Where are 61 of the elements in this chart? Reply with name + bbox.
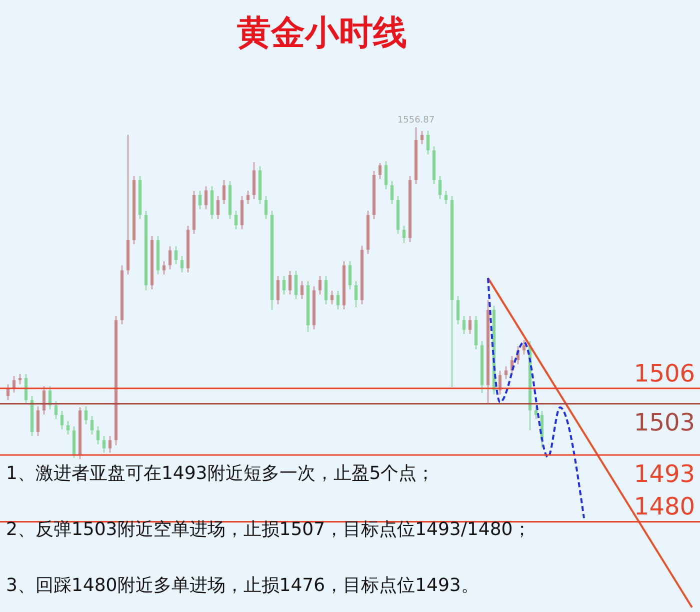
candlestick [324,275,328,305]
candlestick [384,160,388,190]
candlestick [336,290,340,310]
candlestick [234,210,238,230]
candlestick [522,340,526,355]
candlestick [96,426,100,445]
candlestick [318,275,322,295]
candlestick [390,180,394,205]
candlestick [402,225,406,244]
ref-line-label: 1480 [634,492,695,521]
candlestick [504,366,508,380]
candlestick [378,162,382,180]
annotation: 2、反弹1503附近空单进场，止损1507，目标点位1493/1480； [6,519,531,540]
candlestick [48,386,52,410]
candlestick [66,420,70,436]
candlestick [90,416,94,436]
candlestick [348,260,352,290]
candlestick [264,195,268,220]
candlestick [420,130,424,145]
candlestick [24,373,28,405]
candlestick [174,246,178,265]
candlestick [438,175,442,200]
candlestick [18,373,22,385]
candlestick [300,280,304,300]
ref-line-label: 1493 [634,460,695,488]
candlestick [426,130,430,155]
candlestick [102,436,106,453]
candlestick [498,370,502,395]
candlestick [6,384,10,401]
candlestick [168,246,172,270]
candlestick [198,190,202,210]
candlestick [276,275,280,305]
candlestick [108,436,112,453]
candlestick [468,316,472,334]
ref-line-label: 1503 [634,408,695,437]
candlestick [222,180,226,205]
candlestick [204,186,208,210]
candlestick [42,386,46,415]
annotation: 1556.87 [397,115,435,126]
candlestick [54,400,58,420]
candlestick [288,270,292,295]
candlestick [294,270,298,300]
candlestick [162,260,166,275]
candlestick [36,406,40,437]
candlestick [456,295,460,325]
annotation: 1、激进者亚盘可在1493附近短多一次，止盈5个点； [6,463,435,484]
candlestick [246,190,250,205]
candlestick [12,376,16,393]
candlestick [444,190,448,205]
candlestick [84,406,88,425]
candlestick [330,290,334,305]
chart-title: 黄金小时线 [237,13,407,53]
candlestick [282,275,286,295]
candlestick [462,316,466,334]
candlestick [534,406,538,420]
annotation: 3、回踩1480附近多单进场，止损1476，目标点位1493。 [6,575,479,596]
candlestick [354,280,358,308]
ref-line-label: 1506 [634,359,695,388]
candlestick [216,195,220,220]
candlestick [180,255,184,273]
candlestick [60,410,64,430]
